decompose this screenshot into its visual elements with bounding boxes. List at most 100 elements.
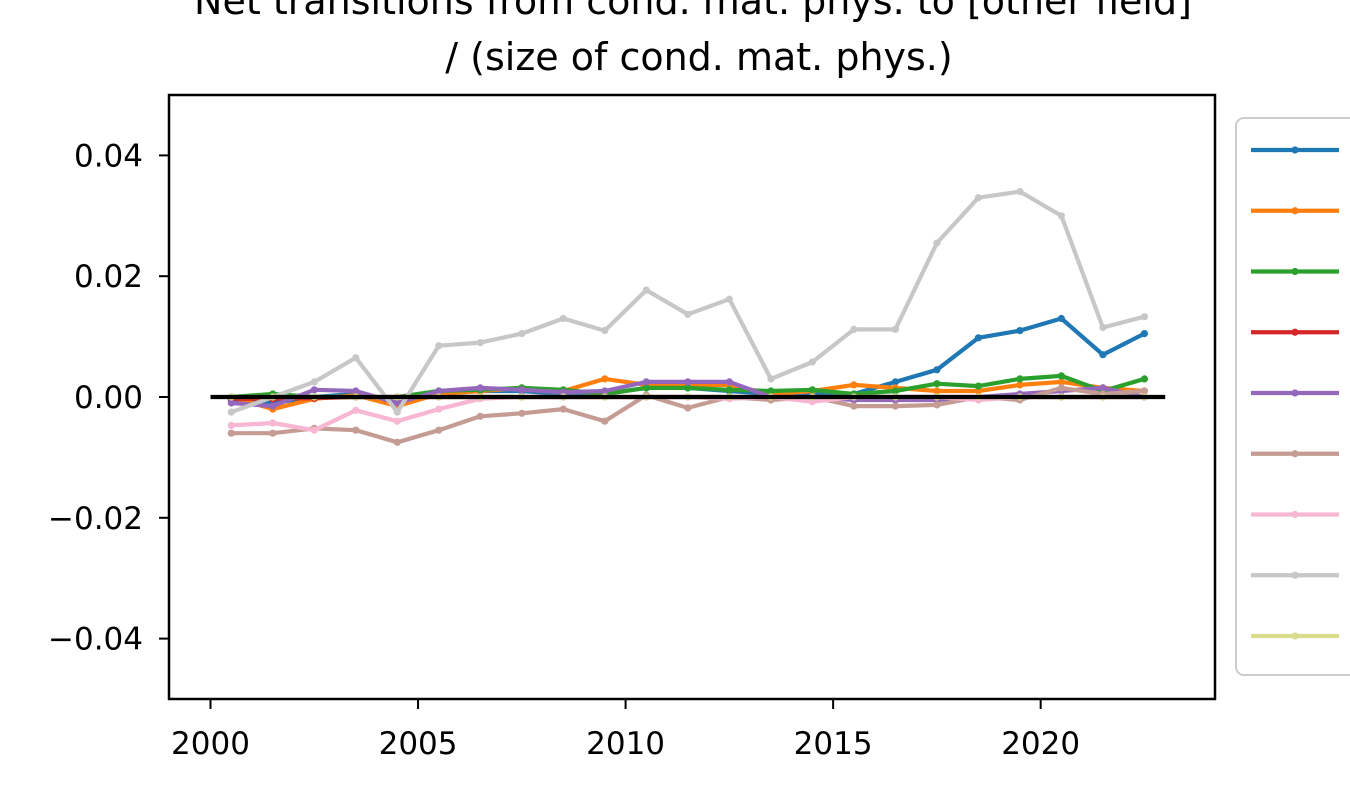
series-8-point [850,325,858,333]
legend [1251,146,1339,640]
series-6-point [518,409,526,417]
series-5-point [684,378,692,386]
series-7-point [310,426,318,434]
series-3-point [891,387,900,395]
series-8-point [227,408,235,416]
x-tick-label: 2020 [1001,726,1080,762]
series-8-point [393,408,401,416]
series-8-point [476,339,484,347]
series-3-point [1016,375,1024,383]
series-1-point [1016,327,1024,335]
series-6-point [850,402,858,410]
series-1-point [1140,330,1148,338]
series-8-point [933,239,941,247]
series-6-point [891,402,900,410]
series-2-point [1016,381,1024,389]
legend-marker-9 [1291,632,1299,640]
series-8-point [684,310,692,318]
series-5-point [435,387,443,395]
series-3-point [933,380,941,388]
series-8-point [1057,212,1065,220]
legend-marker-3 [1291,267,1299,276]
series-8-point [891,325,900,333]
series-8-point [1140,313,1148,321]
series-3-point [642,384,650,392]
series-5-point [393,399,401,407]
series-7-point [269,419,277,427]
series-7-point [393,417,401,425]
series-8-point [518,330,526,338]
series-3-point [725,386,734,394]
legend-marker-4 [1291,328,1299,336]
series-6-point [435,426,443,434]
series-7-point [435,405,443,413]
y-tick-label: 0.00 [74,380,143,416]
series-5-point [725,378,734,386]
y-tick-label: −0.02 [48,501,143,537]
series-8-point [435,342,443,350]
series-3-point [808,386,817,394]
series-5-point [269,402,277,410]
series-2-point [850,381,858,389]
legend-marker-6 [1291,450,1299,458]
series-5-point [642,378,650,386]
series-5-point [601,387,609,395]
chart-title-line-1: Net transitions from cond. mat. phys. to… [194,0,1192,23]
y-tick-label: 0.02 [74,259,143,295]
series-1-point [933,366,941,374]
x-axis: 2000 2005 2010 2015 2020 [171,699,1080,762]
series-6-point [933,401,941,409]
series-6-point [269,429,277,437]
series-1-point [1057,314,1065,323]
x-tick-label: 2000 [171,726,250,762]
series-5-point [1099,384,1107,392]
series-8-point [559,314,567,323]
series-5-point [476,384,484,392]
series-3-point [1140,375,1148,383]
x-tick-label: 2010 [586,726,665,762]
series-6-point [227,429,235,437]
series-6-point [1057,384,1065,392]
legend-marker-1 [1291,146,1299,154]
series-8-point [1099,323,1107,332]
series-layer [210,188,1166,446]
series-3-point [974,382,983,390]
series-7-point [227,421,235,429]
series-6-point [352,426,360,434]
series-5-point [518,386,526,394]
x-tick-label: 2015 [794,726,873,762]
series-3-point [684,384,692,392]
series-5-point [310,386,318,394]
series-8-point [642,286,650,294]
series-7-point [352,406,360,414]
series-2-point [933,387,941,395]
series-6-point [393,438,401,446]
y-tick-label: −0.04 [48,622,143,658]
series-3-point [1057,372,1065,380]
series-3-point [767,387,775,395]
series-8-point [601,327,609,335]
series-line-7 [229,394,1147,433]
series-8-point [725,295,734,303]
legend-marker-8 [1291,571,1299,579]
x-tick-label: 2005 [379,726,458,762]
chart-title-line-2: / (size of cond. mat. phys.) [445,35,952,79]
series-1-point [1099,351,1107,359]
legend-box [1235,117,1350,676]
y-tick-label: 0.04 [74,138,143,174]
series-6-point [684,404,692,412]
legend-marker-7 [1291,510,1299,519]
series-2-point [1057,378,1065,386]
series-5-point [352,387,360,395]
y-axis: 0.04 0.02 0.00 −0.02 −0.04 [48,138,169,658]
series-8-point [974,194,983,202]
series-6-point [476,412,484,420]
series-8-point [352,354,360,362]
series-8-point [310,378,318,386]
series-6-point [601,417,609,425]
series-2-point [601,375,609,383]
series-6-point [1140,387,1148,395]
legend-marker-5 [1291,389,1299,397]
legend-marker-2 [1291,207,1299,215]
